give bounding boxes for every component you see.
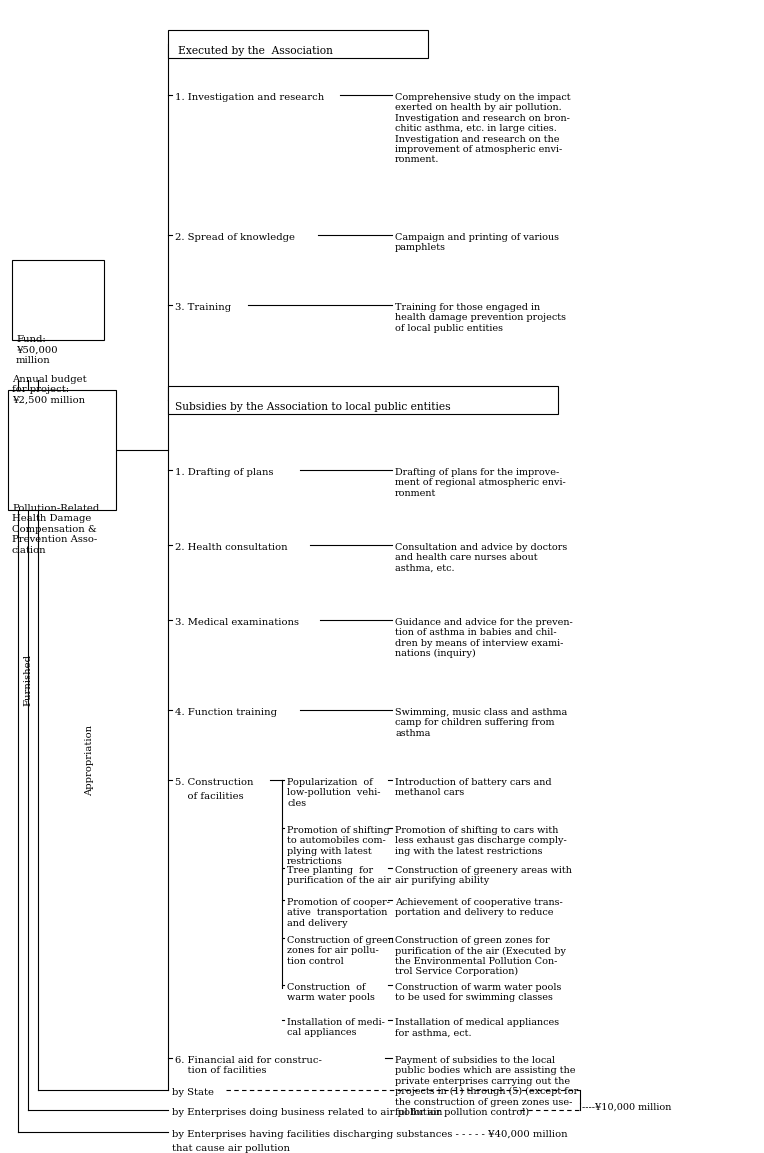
Text: by Enterprises having facilities discharging substances - - - - - ¥40,000 millio: by Enterprises having facilities dischar…	[172, 1130, 568, 1139]
Text: Guidance and advice for the preven-
tion of asthma in babies and chil-
dren by m: Guidance and advice for the preven- tion…	[395, 618, 573, 658]
Text: Executed by the  Association: Executed by the Association	[178, 46, 333, 56]
Bar	[168, 30, 428, 58]
Text: Furnished: Furnished	[24, 654, 33, 706]
Text: 5. Construction: 5. Construction	[175, 778, 254, 787]
Text: Campaign and printing of various
pamphlets: Campaign and printing of various pamphle…	[395, 233, 559, 253]
Text: ----¥10,000 million: ----¥10,000 million	[582, 1103, 672, 1111]
Text: 1. Drafting of plans: 1. Drafting of plans	[175, 468, 274, 477]
Text: 3. Training: 3. Training	[175, 303, 231, 312]
Text: 1. Investigation and research: 1. Investigation and research	[175, 93, 324, 101]
Text: Construction  of
warm water pools: Construction of warm water pools	[287, 984, 375, 1002]
Text: Drafting of plans for the improve-
ment of regional atmospheric envi-
ronment: Drafting of plans for the improve- ment …	[395, 468, 566, 498]
Text: Appropriation: Appropriation	[86, 724, 95, 796]
Text: Construction of warm water pools
to be used for swimming classes: Construction of warm water pools to be u…	[395, 984, 562, 1002]
Text: 3. Medical examinations: 3. Medical examinations	[175, 618, 299, 627]
Text: Installation of medical appliances
for asthma, ect.: Installation of medical appliances for a…	[395, 1018, 559, 1038]
Text: Fund:
¥50,000
million: Fund: ¥50,000 million	[16, 336, 57, 364]
Text: Achievement of cooperative trans-
portation and delivery to reduce: Achievement of cooperative trans- portat…	[395, 898, 563, 918]
Text: Pollution-Related
Health Damage
Compensation &
Prevention Asso-
ciation: Pollution-Related Health Damage Compensa…	[12, 504, 99, 555]
Text: Training for those engaged in
health damage prevention projects
of local public : Training for those engaged in health dam…	[395, 303, 566, 333]
Text: Payment of subsidies to the local
public bodies which are assisting the
private : Payment of subsidies to the local public…	[395, 1056, 578, 1117]
Text: Promotion of shifting to cars with
less exhaust gas discharge comply-
ing with t: Promotion of shifting to cars with less …	[395, 826, 567, 856]
Text: Tree planting  for
purification of the air: Tree planting for purification of the ai…	[287, 866, 391, 886]
Text: 4. Function training: 4. Function training	[175, 708, 277, 717]
Text: Consultation and advice by doctors
and health care nurses about
asthma, etc.: Consultation and advice by doctors and h…	[395, 543, 567, 573]
Text: Construction of green zones for
purification of the air (Executed by
the Environ: Construction of green zones for purifica…	[395, 936, 566, 977]
Text: 2. Spread of knowledge: 2. Spread of knowledge	[175, 233, 295, 242]
Bar	[168, 386, 558, 414]
Text: 2. Health consultation: 2. Health consultation	[175, 543, 287, 552]
Text: Swimming, music class and asthma
camp for children suffering from
asthma: Swimming, music class and asthma camp fo…	[395, 708, 567, 738]
Text: that cause air pollution: that cause air pollution	[172, 1144, 290, 1153]
Text: Construction of green
zones for air pollu-
tion control: Construction of green zones for air poll…	[287, 936, 394, 966]
Text: Construction of greenery areas with
air purifying ability: Construction of greenery areas with air …	[395, 866, 572, 886]
Text: Annual budget
for project:
¥2,500 million: Annual budget for project: ¥2,500 millio…	[12, 375, 86, 405]
Text: by Enterprises doing business related to air pollution: by Enterprises doing business related to…	[172, 1108, 442, 1117]
Text: 6. Financial aid for construc-
    tion of facilities: 6. Financial aid for construc- tion of f…	[175, 1056, 322, 1076]
Text: Popularization  of
low-pollution  vehi-
cles: Popularization of low-pollution vehi- cl…	[287, 778, 380, 808]
Text: Comprehensive study on the impact
exerted on health by air pollution.
Investigat: Comprehensive study on the impact exerte…	[395, 93, 571, 165]
Text: of facilities: of facilities	[175, 792, 244, 801]
Text: Promotion of shifting
to automobiles com-
plying with latest
restrictions: Promotion of shifting to automobiles com…	[287, 826, 390, 866]
Text: Introduction of battery cars and
methanol cars: Introduction of battery cars and methano…	[395, 778, 552, 798]
Text: Subsidies by the Association to local public entities: Subsidies by the Association to local pu…	[175, 402, 451, 412]
Text: Promotion of cooper-
ative  transportation
and delivery: Promotion of cooper- ative transportatio…	[287, 898, 390, 928]
Text: by State: by State	[172, 1088, 214, 1097]
Bar	[12, 259, 104, 340]
Text: Installation of medi-
cal appliances: Installation of medi- cal appliances	[287, 1018, 385, 1038]
Bar	[8, 390, 116, 510]
